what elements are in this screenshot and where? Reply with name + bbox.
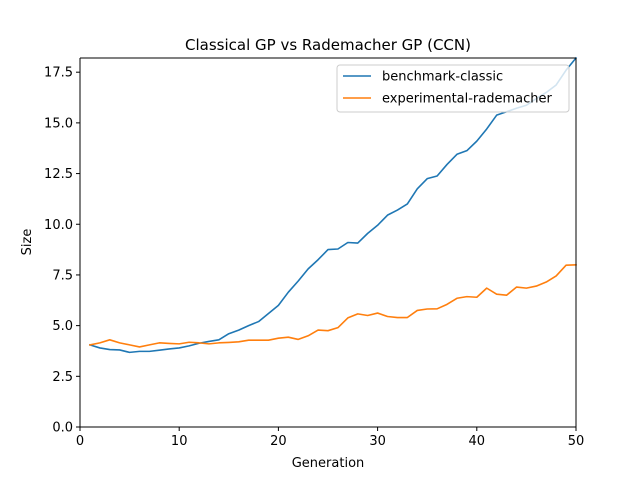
y-axis-ticks: 0.0 2.5 5.0 7.5 10.0 12.5 15.0 17.5: [44, 66, 80, 436]
chart-title: Classical GP vs Rademacher GP (CCN): [185, 36, 471, 54]
x-axis-ticks: 0 10 20 30 40 50: [76, 427, 584, 449]
plot-area: 0 10 20 30 40 50 0.0 2.5 5.0 7.5 10.0 12.5 15.0 17.5: [44, 56, 584, 449]
x-tick-label: 20: [270, 434, 287, 449]
x-tick-label: 50: [568, 434, 585, 449]
series-layer: [88, 56, 578, 354]
x-tick-label: 10: [171, 434, 188, 449]
x-tick-label: 0: [76, 434, 84, 449]
y-axis-label: Size: [20, 229, 35, 256]
x-axis-label: Generation: [292, 456, 365, 471]
x-tick-label: 30: [369, 434, 386, 449]
series-line-experimental-rademacher: [88, 263, 577, 348]
axes-frame: [79, 57, 577, 428]
x-tick-label: 40: [469, 434, 486, 449]
y-tick-label: 15.0: [44, 116, 73, 131]
legend-items: benchmark-classic experimental-rademacher: [343, 70, 553, 107]
legend-label: experimental-rademacher: [382, 92, 553, 107]
y-tick-label: 17.5: [44, 66, 73, 81]
legend: benchmark-classic experimental-rademacher: [336, 64, 570, 113]
y-tick-label: 12.5: [44, 167, 73, 182]
y-tick-label: 2.5: [52, 370, 73, 385]
series-line-benchmark-classic: [88, 56, 578, 354]
y-tick-label: 5.0: [52, 319, 73, 334]
y-tick-label: 0.0: [52, 421, 73, 436]
legend-label: benchmark-classic: [382, 70, 503, 85]
y-tick-label: 10.0: [44, 218, 73, 233]
y-tick-label: 7.5: [52, 268, 73, 283]
legend-box: [336, 64, 570, 113]
